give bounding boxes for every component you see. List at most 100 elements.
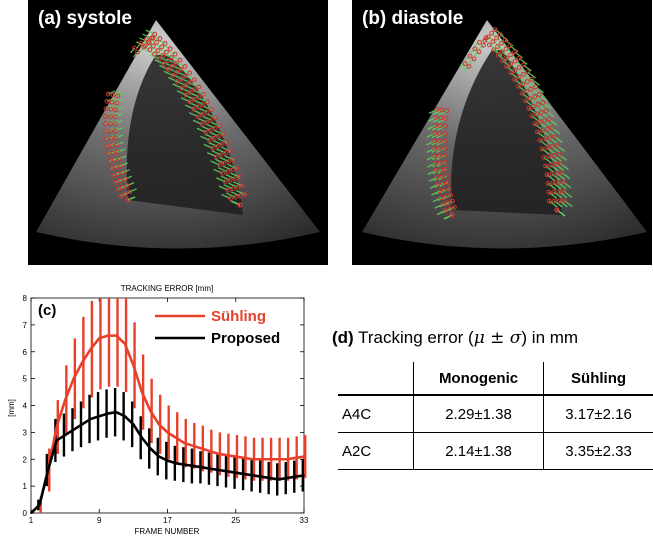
tracking-point: [205, 99, 210, 105]
tracking-point: [223, 150, 229, 156]
tracking-point: [120, 170, 126, 176]
table-title-unit: ) in mm: [521, 328, 579, 347]
tracking-point: [220, 170, 225, 176]
tracking-point: [516, 83, 521, 89]
tracking-point: [208, 117, 214, 123]
tracking-point: [111, 157, 117, 163]
tracking-point: [159, 44, 164, 50]
data-point: [98, 415, 101, 418]
tracking-point: [177, 57, 183, 63]
data-point: [277, 458, 280, 461]
data-point: [115, 411, 118, 414]
tracking-point: [138, 40, 144, 46]
tracking-point: [106, 158, 112, 164]
tracking-point: [547, 135, 552, 141]
data-point: [200, 447, 203, 450]
data-point: [303, 474, 305, 477]
tracking-point: [560, 179, 566, 185]
tracking-point: [512, 49, 518, 55]
data-point: [47, 469, 49, 471]
motion-vector: [111, 98, 120, 103]
tracking-point: [443, 123, 448, 129]
tracking-point: [504, 64, 510, 70]
motion-vector: [116, 141, 124, 146]
tracking-point: [543, 163, 548, 169]
tracking-point: [548, 162, 553, 168]
motion-vector: [106, 97, 115, 102]
data-point: [72, 428, 75, 431]
table-header-empty: [338, 362, 414, 396]
systole-ultrasound-drawing: [36, 20, 320, 249]
tracking-point: [544, 172, 550, 178]
tracking-point: [235, 184, 240, 190]
tracking-point: [167, 46, 173, 51]
tracking-point: [169, 63, 175, 69]
tracking-point: [471, 56, 477, 62]
legend-proposed-label: Proposed: [211, 330, 280, 347]
tracking-point: [437, 153, 443, 159]
data-point: [192, 465, 194, 467]
tracking-point: [191, 77, 197, 83]
tracking-point: [115, 149, 121, 155]
y-tick-label: 3: [23, 428, 28, 437]
chart-panel-label: (c): [38, 302, 56, 319]
tracking-point: [108, 136, 114, 141]
tracking-point: [196, 94, 202, 100]
tracking-point: [542, 136, 548, 142]
tracking-point: [432, 146, 438, 151]
data-point: [243, 457, 246, 459]
tracking-point: [502, 37, 508, 43]
data-point: [268, 458, 271, 461]
tracking-point: [546, 189, 552, 195]
tracking-point: [152, 51, 157, 57]
table-panel-label: (d): [332, 328, 354, 347]
data-point: [303, 455, 305, 458]
chart-title: TRACKING ERROR [mm]: [121, 284, 213, 293]
tracking-point: [122, 191, 128, 197]
table-title-text: Tracking error (: [358, 328, 474, 347]
tracking-point: [224, 140, 230, 146]
tracking-point: [448, 192, 454, 198]
tracking-point: [433, 167, 439, 173]
tracking-point: [544, 145, 550, 151]
table-cell: 3.17±2.16: [543, 395, 653, 433]
tracking-point: [204, 119, 210, 125]
tracking-point: [442, 131, 448, 137]
tracking-point: [516, 55, 522, 61]
tracking-point: [187, 70, 193, 76]
tracking-point: [114, 142, 120, 148]
tracking-point: [442, 159, 448, 165]
tracking-point: [526, 105, 532, 111]
motion-vector: [117, 185, 126, 190]
data-point: [183, 463, 186, 466]
tracking-point: [191, 106, 197, 112]
tracking-point: [467, 53, 473, 59]
tracking-point: [135, 49, 140, 55]
tracking-point: [491, 47, 497, 53]
y-tick-label: 0: [23, 509, 28, 518]
tracking-point: [183, 92, 189, 98]
tracking-point: [165, 58, 170, 64]
tracking-point: [494, 35, 500, 41]
tracking-point: [438, 115, 444, 121]
tracking-point: [546, 198, 552, 204]
tracking-point: [551, 198, 557, 204]
motion-vector: [117, 92, 126, 97]
tracking-point: [161, 61, 167, 67]
tracking-point: [227, 148, 233, 154]
data-point: [200, 466, 203, 469]
data-point: [243, 473, 246, 475]
tracking-point: [443, 116, 449, 121]
tracking-point: [539, 146, 545, 152]
tracking-point: [187, 80, 193, 85]
tracking-error-table-panel: (d) Tracking error (μ ± σ) in mm Monogen…: [332, 328, 653, 470]
tracking-point: [437, 160, 443, 166]
tracking-point: [437, 145, 443, 151]
tracking-point: [537, 137, 543, 143]
tracking-point: [117, 178, 123, 184]
diastole-ultrasound-image: (b) diastole: [352, 0, 652, 265]
tracking-point: [498, 40, 504, 46]
data-point: [149, 447, 152, 450]
tracking-point: [187, 89, 193, 95]
data-point: [166, 431, 169, 434]
